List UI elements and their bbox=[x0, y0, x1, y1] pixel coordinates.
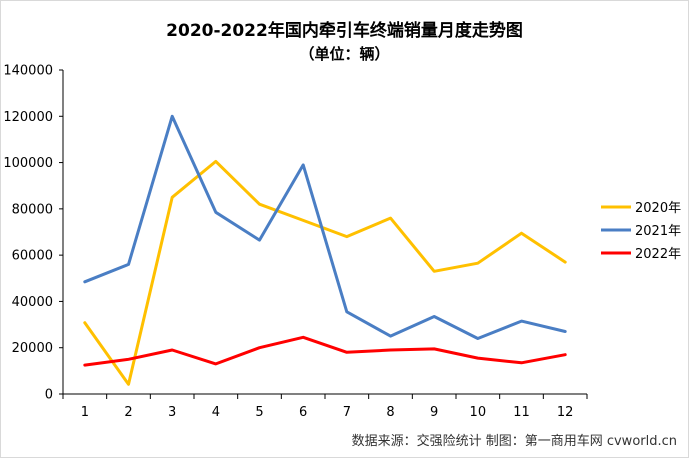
x-tick-label: 8 bbox=[386, 405, 394, 420]
y-tick-label: 100000 bbox=[3, 156, 53, 171]
y-tick-label: 140000 bbox=[3, 64, 53, 79]
x-tick-label: 4 bbox=[212, 405, 220, 420]
x-tick-label: 3 bbox=[168, 405, 176, 420]
y-tick-label: 80000 bbox=[12, 202, 53, 217]
x-tick-label: 2 bbox=[124, 405, 132, 420]
series-line-3 bbox=[83, 335, 567, 367]
y-tick-label: 120000 bbox=[3, 110, 53, 125]
x-tick-label: 6 bbox=[299, 405, 307, 420]
chart-subtitle: （单位：辆） bbox=[299, 45, 390, 63]
x-tick-label: 10 bbox=[470, 405, 487, 420]
y-tick-label: 40000 bbox=[12, 295, 53, 310]
x-tick-label: 11 bbox=[513, 405, 530, 420]
x-tick-label: 7 bbox=[343, 405, 351, 420]
chart-title: 2020-2022年国内牵引车终端销量月度走势图 bbox=[166, 21, 523, 41]
x-tick-label: 9 bbox=[430, 405, 438, 420]
x-tick-label: 12 bbox=[557, 405, 574, 420]
y-tick-label: 20000 bbox=[12, 341, 53, 356]
legend-label: 2020年 bbox=[635, 201, 681, 216]
y-tick-label: 0 bbox=[45, 388, 53, 403]
legend-label: 2021年 bbox=[635, 224, 681, 239]
series-line-1 bbox=[83, 159, 567, 386]
series-line-2 bbox=[83, 114, 567, 340]
data-source-note: 数据来源：交强险统计 制图：第一商用车网 cvworld.cn bbox=[351, 434, 677, 449]
x-tick-label: 5 bbox=[255, 405, 263, 420]
y-tick-label: 60000 bbox=[12, 249, 53, 264]
x-tick-label: 1 bbox=[81, 405, 89, 420]
legend-label: 2022年 bbox=[635, 247, 681, 262]
